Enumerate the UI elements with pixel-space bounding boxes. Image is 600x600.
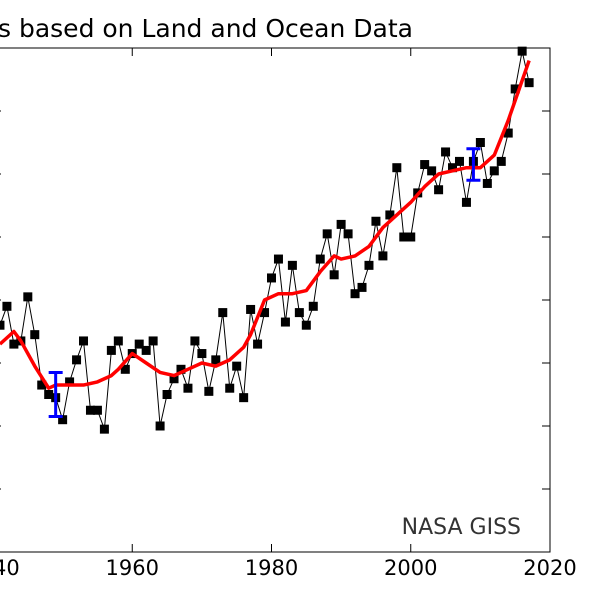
- data-point: [246, 304, 256, 314]
- data-point: [441, 147, 451, 157]
- data-point: [37, 380, 47, 390]
- data-point: [329, 270, 339, 280]
- data-point: [510, 84, 520, 94]
- data-point: [79, 336, 89, 346]
- chart-title: s based on Land and Ocean Data: [0, 14, 413, 43]
- data-point: [406, 232, 416, 242]
- data-point: [58, 415, 68, 425]
- data-point: [9, 339, 19, 349]
- data-point: [44, 390, 54, 399]
- data-point: [350, 289, 360, 299]
- data-line: [0, 51, 530, 430]
- data-point: [0, 320, 5, 330]
- data-point: [336, 219, 346, 229]
- data-point: [134, 339, 144, 349]
- data-point: [461, 197, 471, 207]
- data-point: [162, 390, 172, 399]
- annotation: NASA GISS: [402, 515, 521, 540]
- data-point: [197, 349, 207, 359]
- data-point: [155, 421, 165, 431]
- data-point: [343, 229, 353, 239]
- data-point: [225, 383, 235, 393]
- data-point: [454, 156, 464, 166]
- data-point: [489, 166, 499, 176]
- data-point: [99, 424, 109, 434]
- data-point: [211, 355, 221, 365]
- data-point: [420, 160, 430, 170]
- x-tick-label: 2020: [523, 556, 576, 580]
- data-point: [308, 301, 318, 311]
- data-point: [475, 138, 485, 147]
- data-point: [141, 345, 151, 355]
- data-point: [482, 178, 492, 188]
- data-point: [260, 308, 270, 318]
- data-point: [23, 292, 33, 302]
- data-point: [496, 156, 506, 166]
- data-point: [517, 46, 527, 56]
- data-point: [385, 210, 395, 220]
- data-point: [239, 393, 249, 403]
- data-point: [65, 377, 75, 387]
- data-point: [315, 254, 325, 264]
- x-tick-label: 1960: [106, 556, 159, 580]
- data-point: [169, 374, 179, 384]
- data-point: [280, 317, 290, 327]
- data-point: [106, 345, 116, 355]
- data-point: [113, 336, 123, 346]
- data-point: [399, 232, 409, 242]
- data-point: [218, 308, 228, 318]
- data-point: [176, 364, 186, 374]
- data-point: [392, 163, 402, 173]
- data-point: [72, 355, 82, 365]
- data-point: [253, 339, 263, 349]
- data-point: [92, 405, 102, 415]
- data-point: [183, 383, 193, 393]
- x-tick-label: 1940: [0, 556, 20, 580]
- error-bar: [466, 147, 481, 182]
- data-point: [30, 330, 40, 340]
- error-bar: [48, 370, 63, 419]
- data-point: [294, 308, 304, 318]
- data-point: [364, 260, 374, 270]
- data-point: [232, 361, 242, 371]
- data-point: [427, 166, 437, 176]
- data-point: [503, 128, 513, 138]
- data-point: [85, 405, 95, 415]
- data-point: [204, 386, 214, 396]
- data-point: [524, 78, 534, 88]
- data-point: [190, 336, 200, 346]
- data-point: [267, 273, 276, 283]
- x-tick-label: 1980: [245, 556, 298, 580]
- data-point: [322, 229, 332, 239]
- smoothed-line: [0, 60, 531, 390]
- data-point: [434, 185, 444, 195]
- data-point: [357, 282, 367, 292]
- data-point: [301, 320, 311, 330]
- data-point: [273, 254, 283, 264]
- data-point: [120, 364, 130, 374]
- data-point: [148, 336, 158, 346]
- data-point: [287, 260, 297, 270]
- data-point: [2, 301, 12, 311]
- x-tick-label: 2000: [384, 556, 437, 580]
- data-point: [378, 251, 388, 261]
- plot-frame: [0, 47, 551, 553]
- data-point: [371, 216, 381, 226]
- data-point: [448, 163, 458, 173]
